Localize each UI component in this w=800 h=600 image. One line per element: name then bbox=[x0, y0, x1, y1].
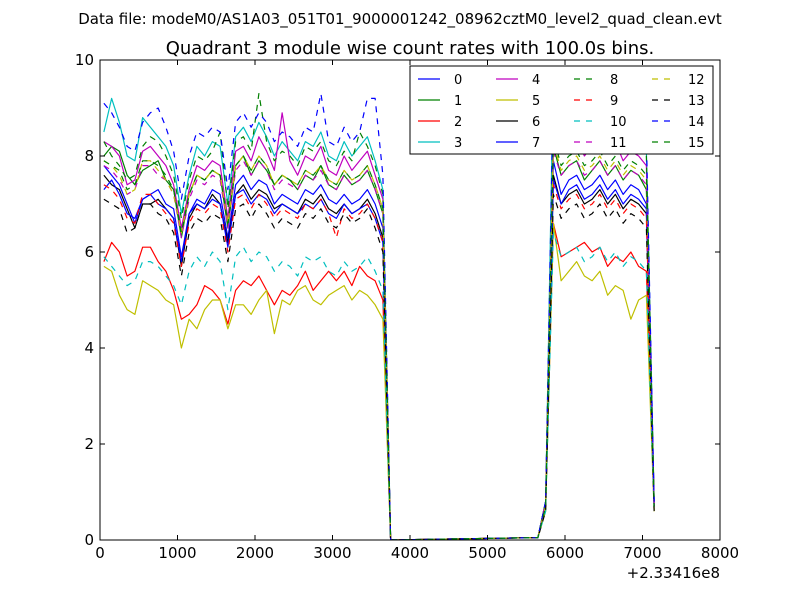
legend-label-10: 10 bbox=[610, 115, 627, 130]
legend-label-15: 15 bbox=[688, 136, 705, 151]
legend-label-14: 14 bbox=[688, 115, 705, 130]
legend-label-0: 0 bbox=[454, 73, 462, 88]
series-line-2 bbox=[103, 222, 655, 540]
legend-label-4: 4 bbox=[532, 73, 540, 88]
x-tick-label: 4000 bbox=[391, 544, 429, 562]
legend-label-8: 8 bbox=[610, 73, 618, 88]
x-tick-label: 6000 bbox=[546, 544, 584, 562]
legend-label-7: 7 bbox=[532, 136, 540, 151]
y-tick-label: 0 bbox=[84, 531, 94, 549]
legend-label-12: 12 bbox=[688, 73, 705, 88]
legend-label-5: 5 bbox=[532, 94, 540, 109]
legend-label-11: 11 bbox=[610, 136, 627, 151]
x-tick-label: 1000 bbox=[158, 544, 196, 562]
y-tick-label: 10 bbox=[75, 51, 94, 69]
suptitle: Data file: modeM0/AS1A03_051T01_90000012… bbox=[78, 10, 722, 29]
series-line-7 bbox=[103, 179, 655, 540]
x-tick-label: 2000 bbox=[236, 544, 274, 562]
legend-label-3: 3 bbox=[454, 136, 462, 151]
chart-title: Quadrant 3 module wise count rates with … bbox=[166, 38, 655, 59]
x-offset-label: +2.33416e8 bbox=[627, 564, 720, 582]
legend-label-1: 1 bbox=[454, 94, 462, 109]
series-line-12 bbox=[103, 141, 655, 540]
series-line-0 bbox=[103, 160, 655, 540]
legend-box bbox=[409, 65, 714, 155]
plot-lines bbox=[103, 68, 655, 540]
y-tick-label: 8 bbox=[84, 147, 94, 165]
x-tick-label: 5000 bbox=[468, 544, 506, 562]
y-tick-label: 2 bbox=[84, 435, 94, 453]
series-line-15 bbox=[103, 136, 655, 540]
legend-label-9: 9 bbox=[610, 94, 618, 109]
series-line-14 bbox=[103, 83, 655, 540]
legend-label-2: 2 bbox=[454, 115, 462, 130]
series-line-1 bbox=[103, 145, 655, 540]
series-line-11 bbox=[103, 150, 655, 540]
x-tick-label: 3000 bbox=[313, 544, 351, 562]
series-line-9 bbox=[103, 184, 655, 540]
y-tick-label: 4 bbox=[84, 339, 94, 357]
series-line-13 bbox=[103, 193, 655, 540]
series-line-5 bbox=[103, 222, 655, 540]
x-tick-label: 7000 bbox=[623, 544, 661, 562]
legend-label-6: 6 bbox=[532, 115, 540, 130]
x-tick-label: 8000 bbox=[701, 544, 739, 562]
series-line-10 bbox=[103, 232, 655, 540]
x-tick-label: 0 bbox=[95, 544, 105, 562]
y-tick-label: 6 bbox=[84, 243, 94, 261]
legend-label-13: 13 bbox=[688, 94, 705, 109]
